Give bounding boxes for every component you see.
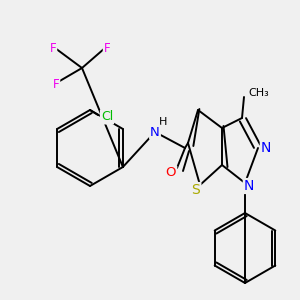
Text: O: O <box>166 167 176 179</box>
Text: F: F <box>104 41 110 55</box>
Text: S: S <box>192 183 200 197</box>
Text: N: N <box>261 141 271 155</box>
Text: N: N <box>150 125 160 139</box>
Text: CH₃: CH₃ <box>248 88 269 98</box>
Text: H: H <box>159 117 167 127</box>
Text: Cl: Cl <box>101 110 113 124</box>
Text: F: F <box>50 41 56 55</box>
Text: F: F <box>53 77 59 91</box>
Text: N: N <box>244 179 254 193</box>
